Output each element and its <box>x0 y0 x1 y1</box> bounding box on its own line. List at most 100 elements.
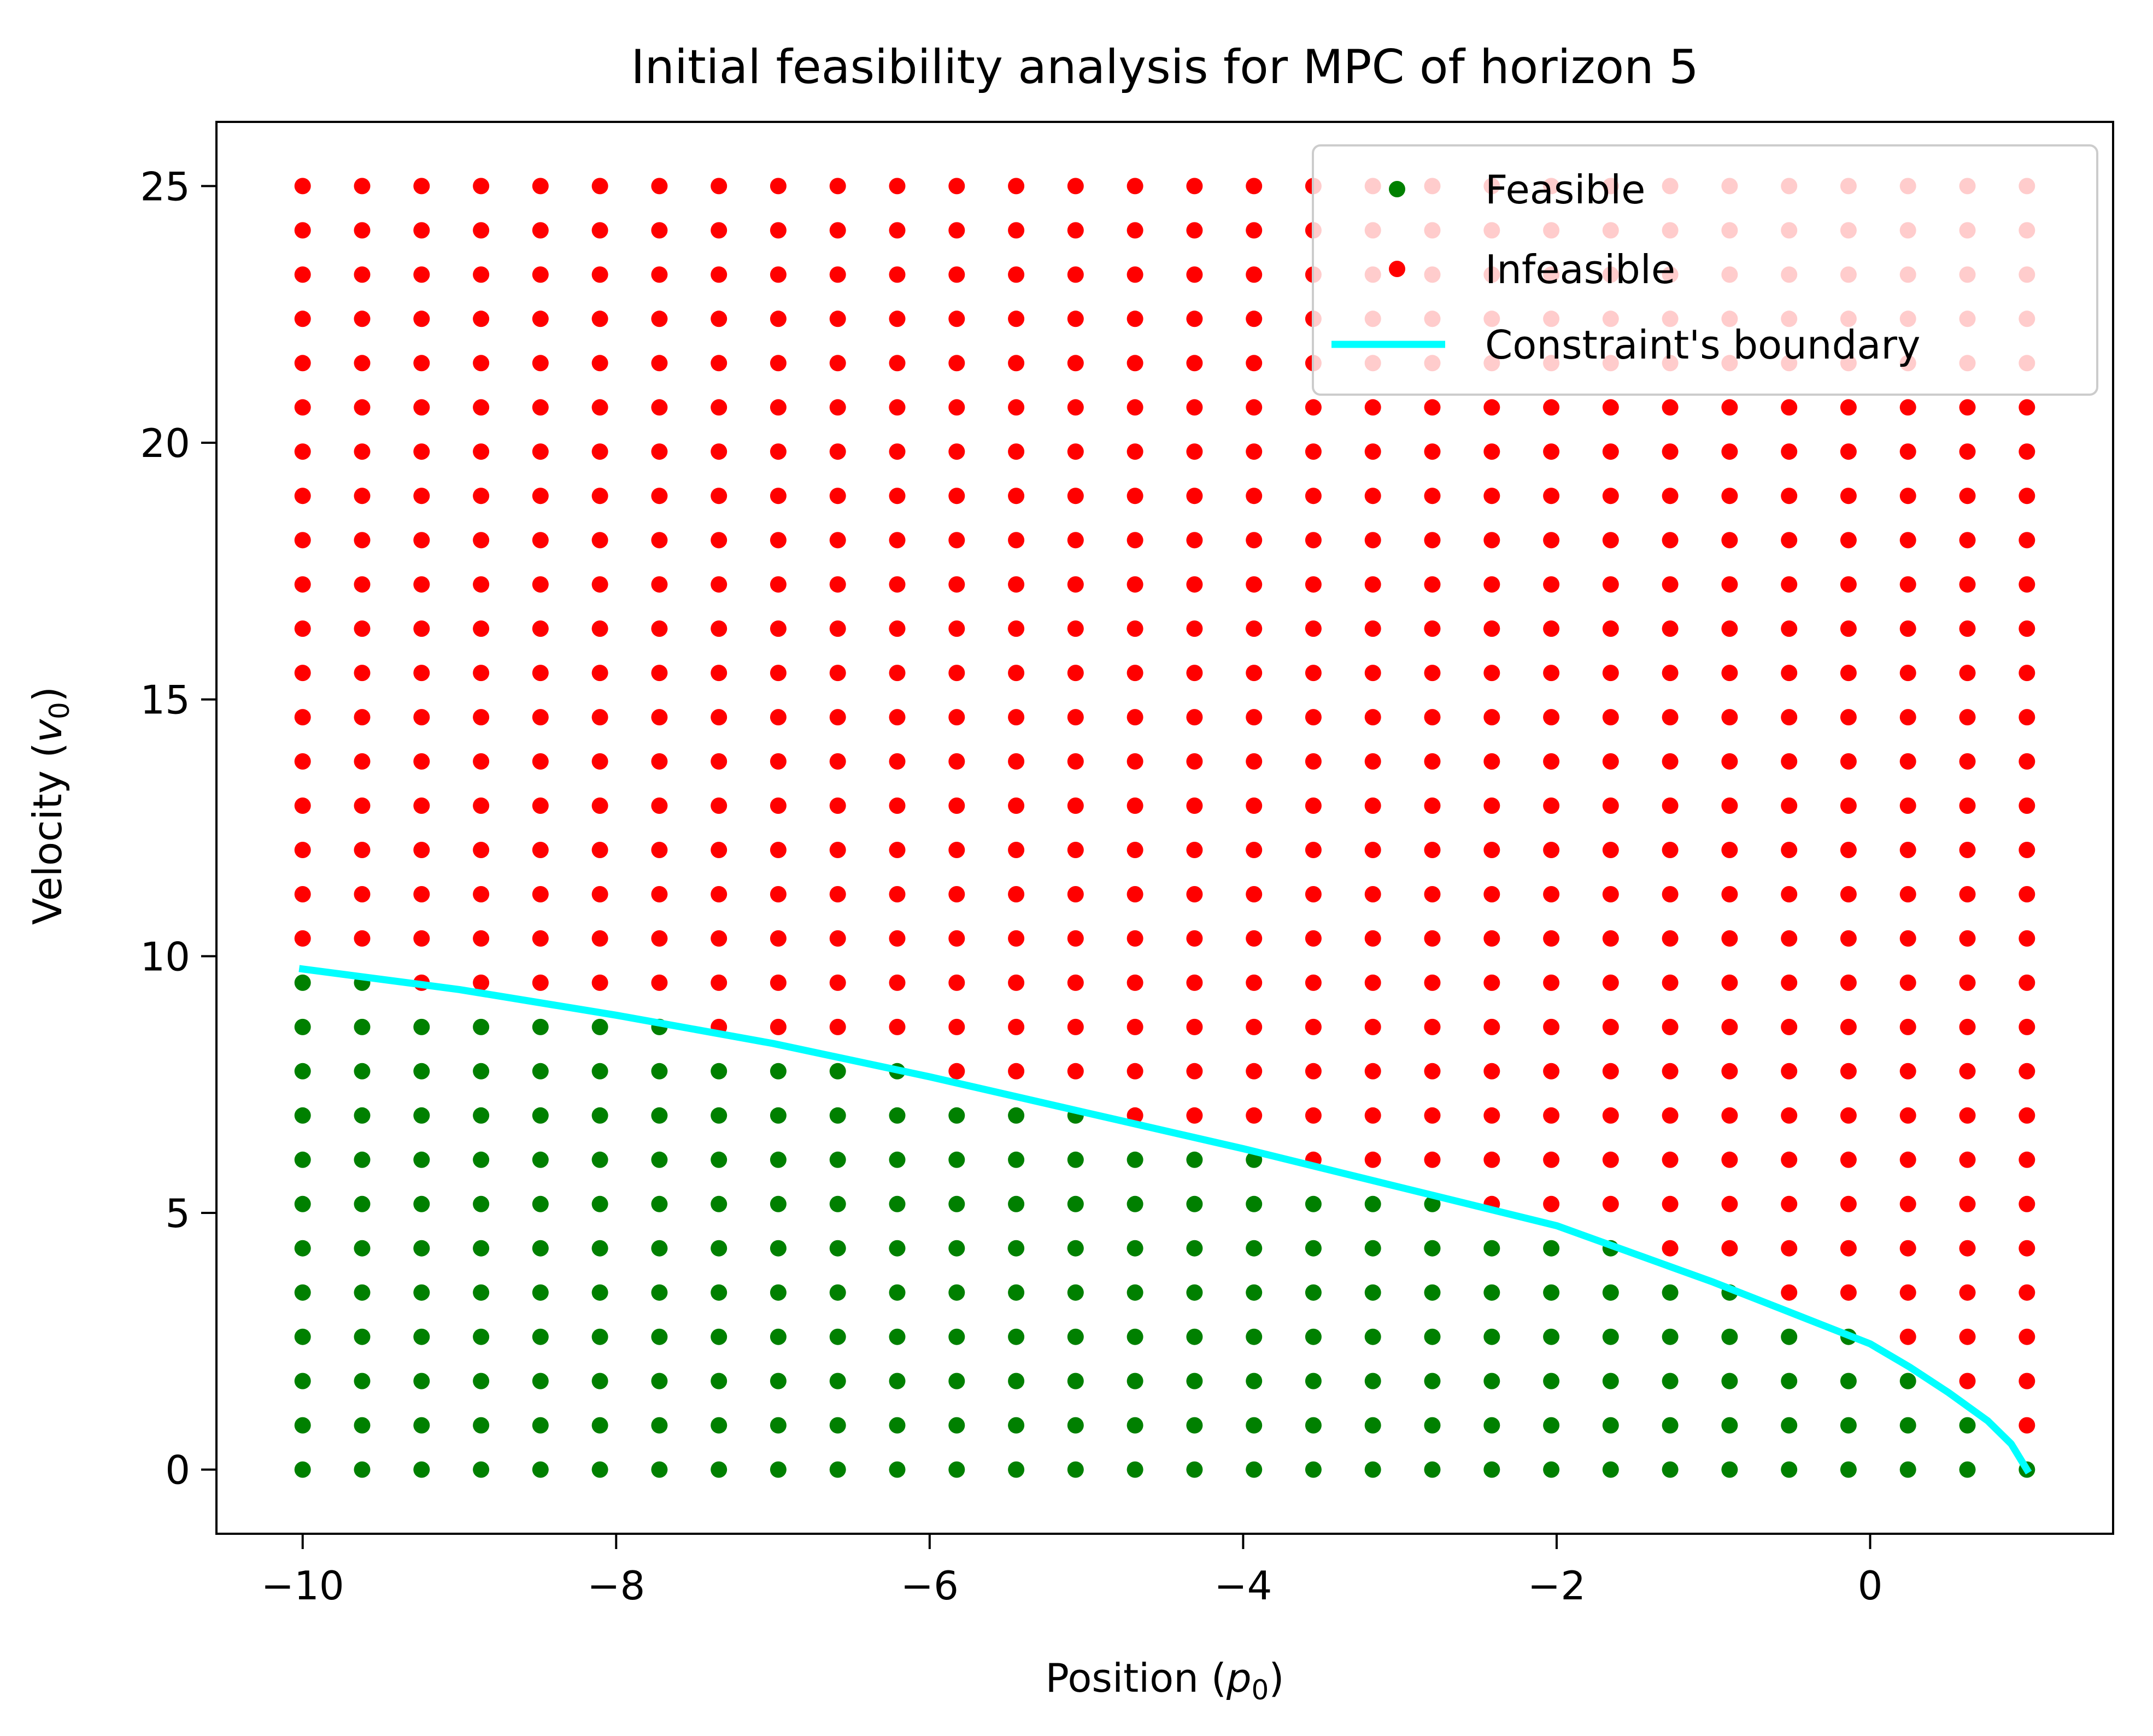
feasible-point <box>1127 1328 1143 1345</box>
infeasible-point <box>1008 1063 1025 1080</box>
infeasible-point <box>651 178 668 195</box>
feasible-point <box>651 1195 668 1212</box>
infeasible-point <box>651 488 668 505</box>
feasible-point <box>354 1063 371 1080</box>
infeasible-point <box>1364 1063 1381 1080</box>
infeasible-point <box>1959 576 1976 593</box>
infeasible-point <box>1721 576 1738 593</box>
feasible-point <box>294 1151 311 1168</box>
infeasible-point <box>1959 797 1976 814</box>
infeasible-point <box>354 222 371 239</box>
feasible-point <box>1483 1373 1500 1389</box>
infeasible-point <box>889 665 906 682</box>
infeasible-point <box>1186 842 1203 858</box>
infeasible-point <box>1186 266 1203 283</box>
infeasible-point <box>1959 1328 1976 1345</box>
infeasible-point <box>1899 753 1916 770</box>
infeasible-point <box>473 488 490 505</box>
infeasible-point <box>413 576 430 593</box>
feasible-point <box>1305 1195 1322 1212</box>
infeasible-point <box>1483 399 1500 416</box>
infeasible-point <box>1840 488 1857 505</box>
infeasible-point <box>591 488 608 505</box>
infeasible-point <box>1959 1151 1976 1168</box>
infeasible-point <box>1483 974 1500 991</box>
feasible-point <box>948 1240 965 1257</box>
infeasible-point <box>711 753 728 770</box>
infeasible-point <box>1246 399 1263 416</box>
feasible-point <box>1959 1461 1976 1478</box>
infeasible-point <box>532 886 549 902</box>
infeasible-point <box>1543 1195 1560 1212</box>
legend-label-boundary: Constraint's boundary <box>1485 322 1921 368</box>
feasible-point <box>1424 1284 1441 1301</box>
feasible-point <box>1721 1328 1738 1345</box>
infeasible-point <box>1840 399 1857 416</box>
infeasible-point <box>413 886 430 902</box>
feasible-point <box>413 1373 430 1389</box>
infeasible-point <box>711 709 728 726</box>
feasible-point <box>889 1328 906 1345</box>
infeasible-point <box>1602 576 1619 593</box>
feasible-point <box>294 1373 311 1389</box>
feasible-point <box>1602 1461 1619 1478</box>
x-tick-label: −4 <box>1214 1563 1272 1609</box>
infeasible-point <box>591 532 608 549</box>
infeasible-point <box>1721 1151 1738 1168</box>
feasible-point <box>1246 1417 1263 1434</box>
feasible-point <box>948 1284 965 1301</box>
feasible-point <box>1483 1417 1500 1434</box>
infeasible-point <box>1483 753 1500 770</box>
infeasible-point <box>829 665 846 682</box>
infeasible-point <box>473 620 490 637</box>
infeasible-point <box>889 532 906 549</box>
feasible-point <box>294 1107 311 1124</box>
infeasible-point <box>770 930 787 947</box>
infeasible-point <box>473 753 490 770</box>
feasible-point <box>770 1240 787 1257</box>
feasible-point <box>1127 1240 1143 1257</box>
infeasible-point <box>1662 620 1679 637</box>
infeasible-point <box>591 797 608 814</box>
infeasible-point <box>1602 1018 1619 1035</box>
infeasible-point <box>1721 1195 1738 1212</box>
feasible-point <box>1424 1195 1441 1212</box>
infeasible-point <box>1305 886 1322 902</box>
infeasible-point <box>1721 620 1738 637</box>
infeasible-point <box>1008 974 1025 991</box>
infeasible-point <box>473 266 490 283</box>
infeasible-point <box>889 1018 906 1035</box>
x-axis-label: Position (p0) <box>1046 1655 1284 1706</box>
feasible-point <box>413 1151 430 1168</box>
infeasible-point <box>1899 620 1916 637</box>
infeasible-point <box>948 310 965 327</box>
feasible-point <box>889 1417 906 1434</box>
feasible-point <box>1721 1373 1738 1389</box>
feasible-point <box>1483 1284 1500 1301</box>
infeasible-point <box>354 930 371 947</box>
feasible-point <box>413 1284 430 1301</box>
infeasible-point <box>1602 488 1619 505</box>
feasible-point <box>354 1284 371 1301</box>
infeasible-point <box>1899 488 1916 505</box>
infeasible-point <box>711 886 728 902</box>
feasible-point <box>1186 1461 1203 1478</box>
infeasible-point <box>1721 665 1738 682</box>
infeasible-point <box>354 355 371 372</box>
infeasible-point <box>413 355 430 372</box>
feasible-point <box>1424 1461 1441 1478</box>
infeasible-point <box>711 443 728 460</box>
infeasible-point <box>473 178 490 195</box>
feasible-point <box>948 1151 965 1168</box>
infeasible-point <box>1067 310 1084 327</box>
infeasible-point <box>591 842 608 858</box>
feasible-point <box>711 1063 728 1080</box>
infeasible-point <box>1602 1195 1619 1212</box>
infeasible-point <box>1840 620 1857 637</box>
infeasible-point <box>651 399 668 416</box>
infeasible-point <box>1483 1063 1500 1080</box>
feasible-point <box>473 1107 490 1124</box>
feasible-point <box>711 1284 728 1301</box>
infeasible-point <box>1781 1195 1798 1212</box>
